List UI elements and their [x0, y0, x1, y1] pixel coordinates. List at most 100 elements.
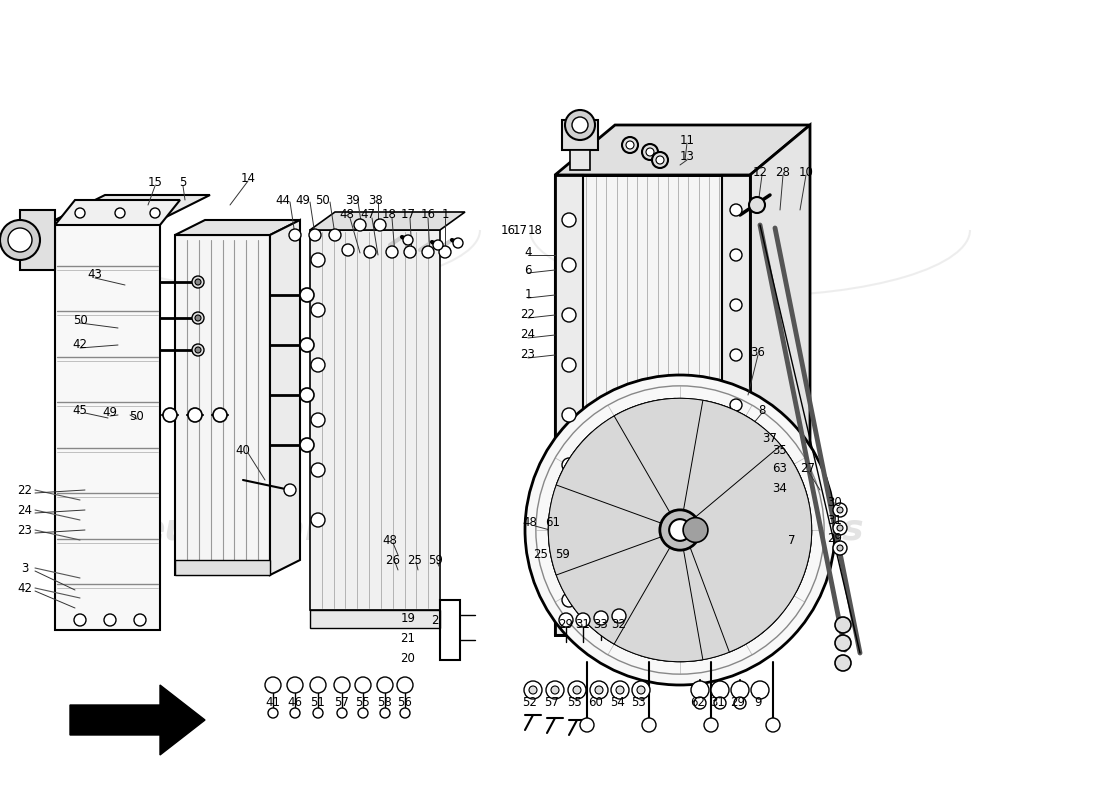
Text: 30: 30 — [827, 497, 843, 510]
Text: 54: 54 — [610, 697, 626, 710]
Circle shape — [354, 219, 366, 231]
Text: 29: 29 — [559, 618, 573, 631]
Circle shape — [562, 593, 576, 607]
Bar — [570, 150, 590, 170]
Text: 48: 48 — [383, 534, 397, 546]
Circle shape — [562, 408, 576, 422]
Circle shape — [711, 681, 729, 699]
Circle shape — [453, 238, 463, 248]
Circle shape — [309, 229, 321, 241]
Circle shape — [311, 303, 324, 317]
Circle shape — [730, 554, 743, 566]
Circle shape — [300, 288, 313, 302]
Bar — [556, 175, 750, 635]
Circle shape — [730, 204, 743, 216]
Bar — [175, 235, 270, 575]
Polygon shape — [750, 125, 810, 635]
Circle shape — [551, 686, 559, 694]
Circle shape — [192, 344, 204, 356]
Text: 31: 31 — [575, 618, 591, 631]
Text: 49: 49 — [102, 406, 118, 419]
Circle shape — [837, 525, 843, 531]
Circle shape — [573, 686, 581, 694]
Text: 16: 16 — [500, 223, 516, 237]
Circle shape — [150, 208, 160, 218]
Circle shape — [268, 708, 278, 718]
Text: 24: 24 — [520, 329, 536, 342]
Circle shape — [397, 677, 412, 693]
Circle shape — [74, 614, 86, 626]
Circle shape — [833, 541, 847, 555]
Text: 45: 45 — [73, 403, 87, 417]
Polygon shape — [55, 220, 160, 630]
Polygon shape — [556, 125, 810, 175]
Circle shape — [835, 655, 851, 671]
Text: 4: 4 — [525, 246, 531, 259]
Circle shape — [734, 697, 746, 709]
Circle shape — [75, 208, 85, 218]
Text: eurospares: eurospares — [636, 513, 865, 547]
Circle shape — [683, 518, 708, 542]
Polygon shape — [175, 220, 300, 235]
Circle shape — [311, 413, 324, 427]
Polygon shape — [569, 542, 781, 662]
Circle shape — [386, 246, 398, 258]
Polygon shape — [639, 530, 812, 662]
Circle shape — [669, 519, 691, 541]
Polygon shape — [55, 200, 180, 225]
Text: 3: 3 — [21, 562, 29, 574]
Polygon shape — [548, 432, 671, 644]
Circle shape — [565, 110, 595, 140]
Text: 53: 53 — [630, 697, 646, 710]
Text: 42: 42 — [18, 582, 33, 594]
Circle shape — [562, 308, 576, 322]
Polygon shape — [270, 220, 300, 575]
Text: 25: 25 — [408, 554, 422, 566]
Text: 48: 48 — [522, 517, 538, 530]
Circle shape — [525, 375, 835, 685]
Text: 18: 18 — [528, 223, 542, 237]
Text: 48: 48 — [340, 209, 354, 222]
Text: 35: 35 — [772, 443, 788, 457]
Circle shape — [192, 312, 204, 324]
Circle shape — [562, 358, 576, 372]
Circle shape — [594, 611, 608, 625]
Text: 24: 24 — [18, 503, 33, 517]
Circle shape — [576, 613, 590, 627]
Circle shape — [730, 299, 743, 311]
Circle shape — [837, 507, 843, 513]
Text: 37: 37 — [762, 431, 778, 445]
Circle shape — [314, 708, 323, 718]
Circle shape — [562, 548, 576, 562]
Circle shape — [730, 499, 743, 511]
Circle shape — [572, 117, 588, 133]
Circle shape — [422, 246, 435, 258]
Text: 33: 33 — [594, 618, 608, 631]
Text: 61: 61 — [546, 517, 561, 530]
Text: 16: 16 — [420, 209, 436, 222]
Bar — [722, 175, 750, 635]
Circle shape — [300, 388, 313, 402]
Text: 28: 28 — [776, 166, 791, 178]
Circle shape — [612, 609, 626, 623]
Circle shape — [358, 708, 368, 718]
Text: 46: 46 — [287, 697, 303, 710]
Circle shape — [730, 349, 743, 361]
Polygon shape — [614, 398, 808, 523]
Circle shape — [374, 219, 386, 231]
Circle shape — [116, 208, 125, 218]
Circle shape — [837, 545, 843, 551]
Circle shape — [524, 681, 542, 699]
Circle shape — [439, 246, 451, 258]
Circle shape — [163, 408, 177, 422]
Circle shape — [329, 229, 341, 241]
Circle shape — [195, 315, 201, 321]
Circle shape — [529, 686, 537, 694]
Circle shape — [134, 614, 146, 626]
Polygon shape — [683, 400, 812, 592]
Circle shape — [749, 197, 764, 213]
Circle shape — [632, 681, 650, 699]
Polygon shape — [690, 446, 812, 652]
Text: 57: 57 — [544, 697, 560, 710]
Text: 14: 14 — [241, 171, 255, 185]
